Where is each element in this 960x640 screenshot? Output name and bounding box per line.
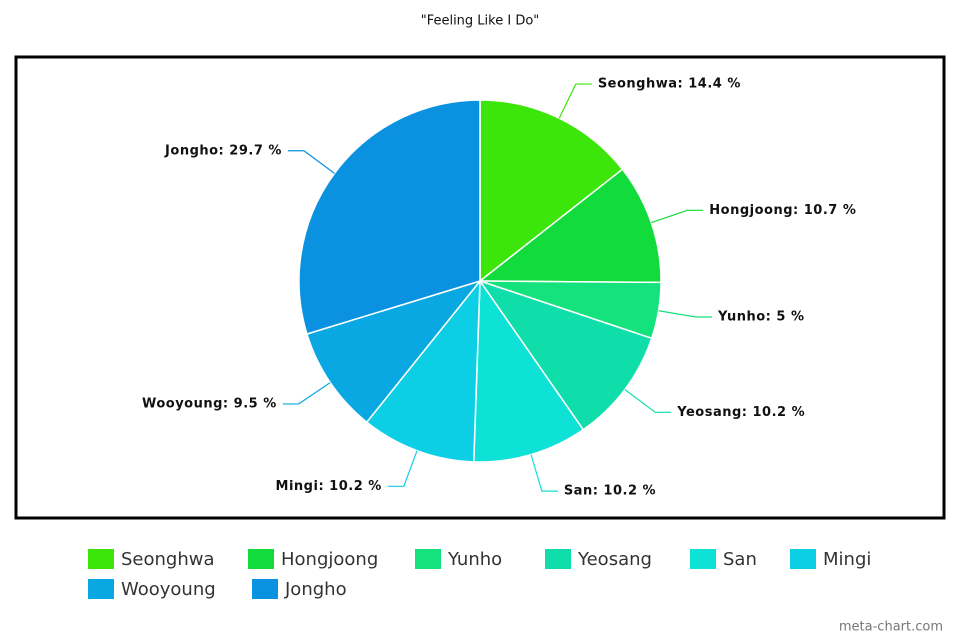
data-label: Wooyoung: 9.5 % [142,396,277,411]
data-label: San: 10.2 % [564,484,656,499]
pie-slice [365,278,481,463]
pie-slice [479,99,624,283]
legend-swatch [790,549,816,569]
leader-line [530,454,558,492]
leader-line [282,382,331,405]
leader-line [558,83,592,119]
legend-label: Wooyoung [121,579,216,600]
data-label: Yeosang: 10.2 % [676,405,805,420]
data-label: Seonghwa: 14.4 % [598,77,741,92]
legend-swatch [415,549,441,569]
leader-line [387,450,418,487]
data-label: Yunho: 5 % [717,309,805,324]
plot-frame [14,55,946,520]
legend-swatch [88,549,114,569]
legend-swatch [690,549,716,569]
pie-slice [472,278,585,463]
legend-label: Yeosang [577,549,652,570]
leader-line [287,150,335,174]
legend-label: Jongho [284,579,347,600]
legend-swatch [252,579,278,599]
leader-line [651,209,704,224]
leader-line [624,389,672,413]
leader-line [658,310,713,318]
legend-label: San [723,549,757,570]
chart-title: "Feeling Like I Do" [421,14,540,29]
legend-swatch [88,579,114,599]
legend-label: Hongjoong [281,549,378,570]
legend-label: Mingi [823,549,871,570]
watermark: meta-chart.com [839,620,943,635]
data-label: Mingi: 10.2 % [276,479,382,494]
legend-label: Seonghwa [121,549,215,570]
pie-slice [298,99,481,335]
data-label: Hongjoong: 10.7 % [709,203,856,218]
pie-slice [478,279,653,431]
legend-swatch [545,549,571,569]
legend-swatch [248,549,274,569]
pie-slice [305,279,483,424]
data-label: Jongho: 29.7 % [164,143,282,158]
pie-slice [477,168,662,284]
legend-label: Yunho [447,549,502,570]
